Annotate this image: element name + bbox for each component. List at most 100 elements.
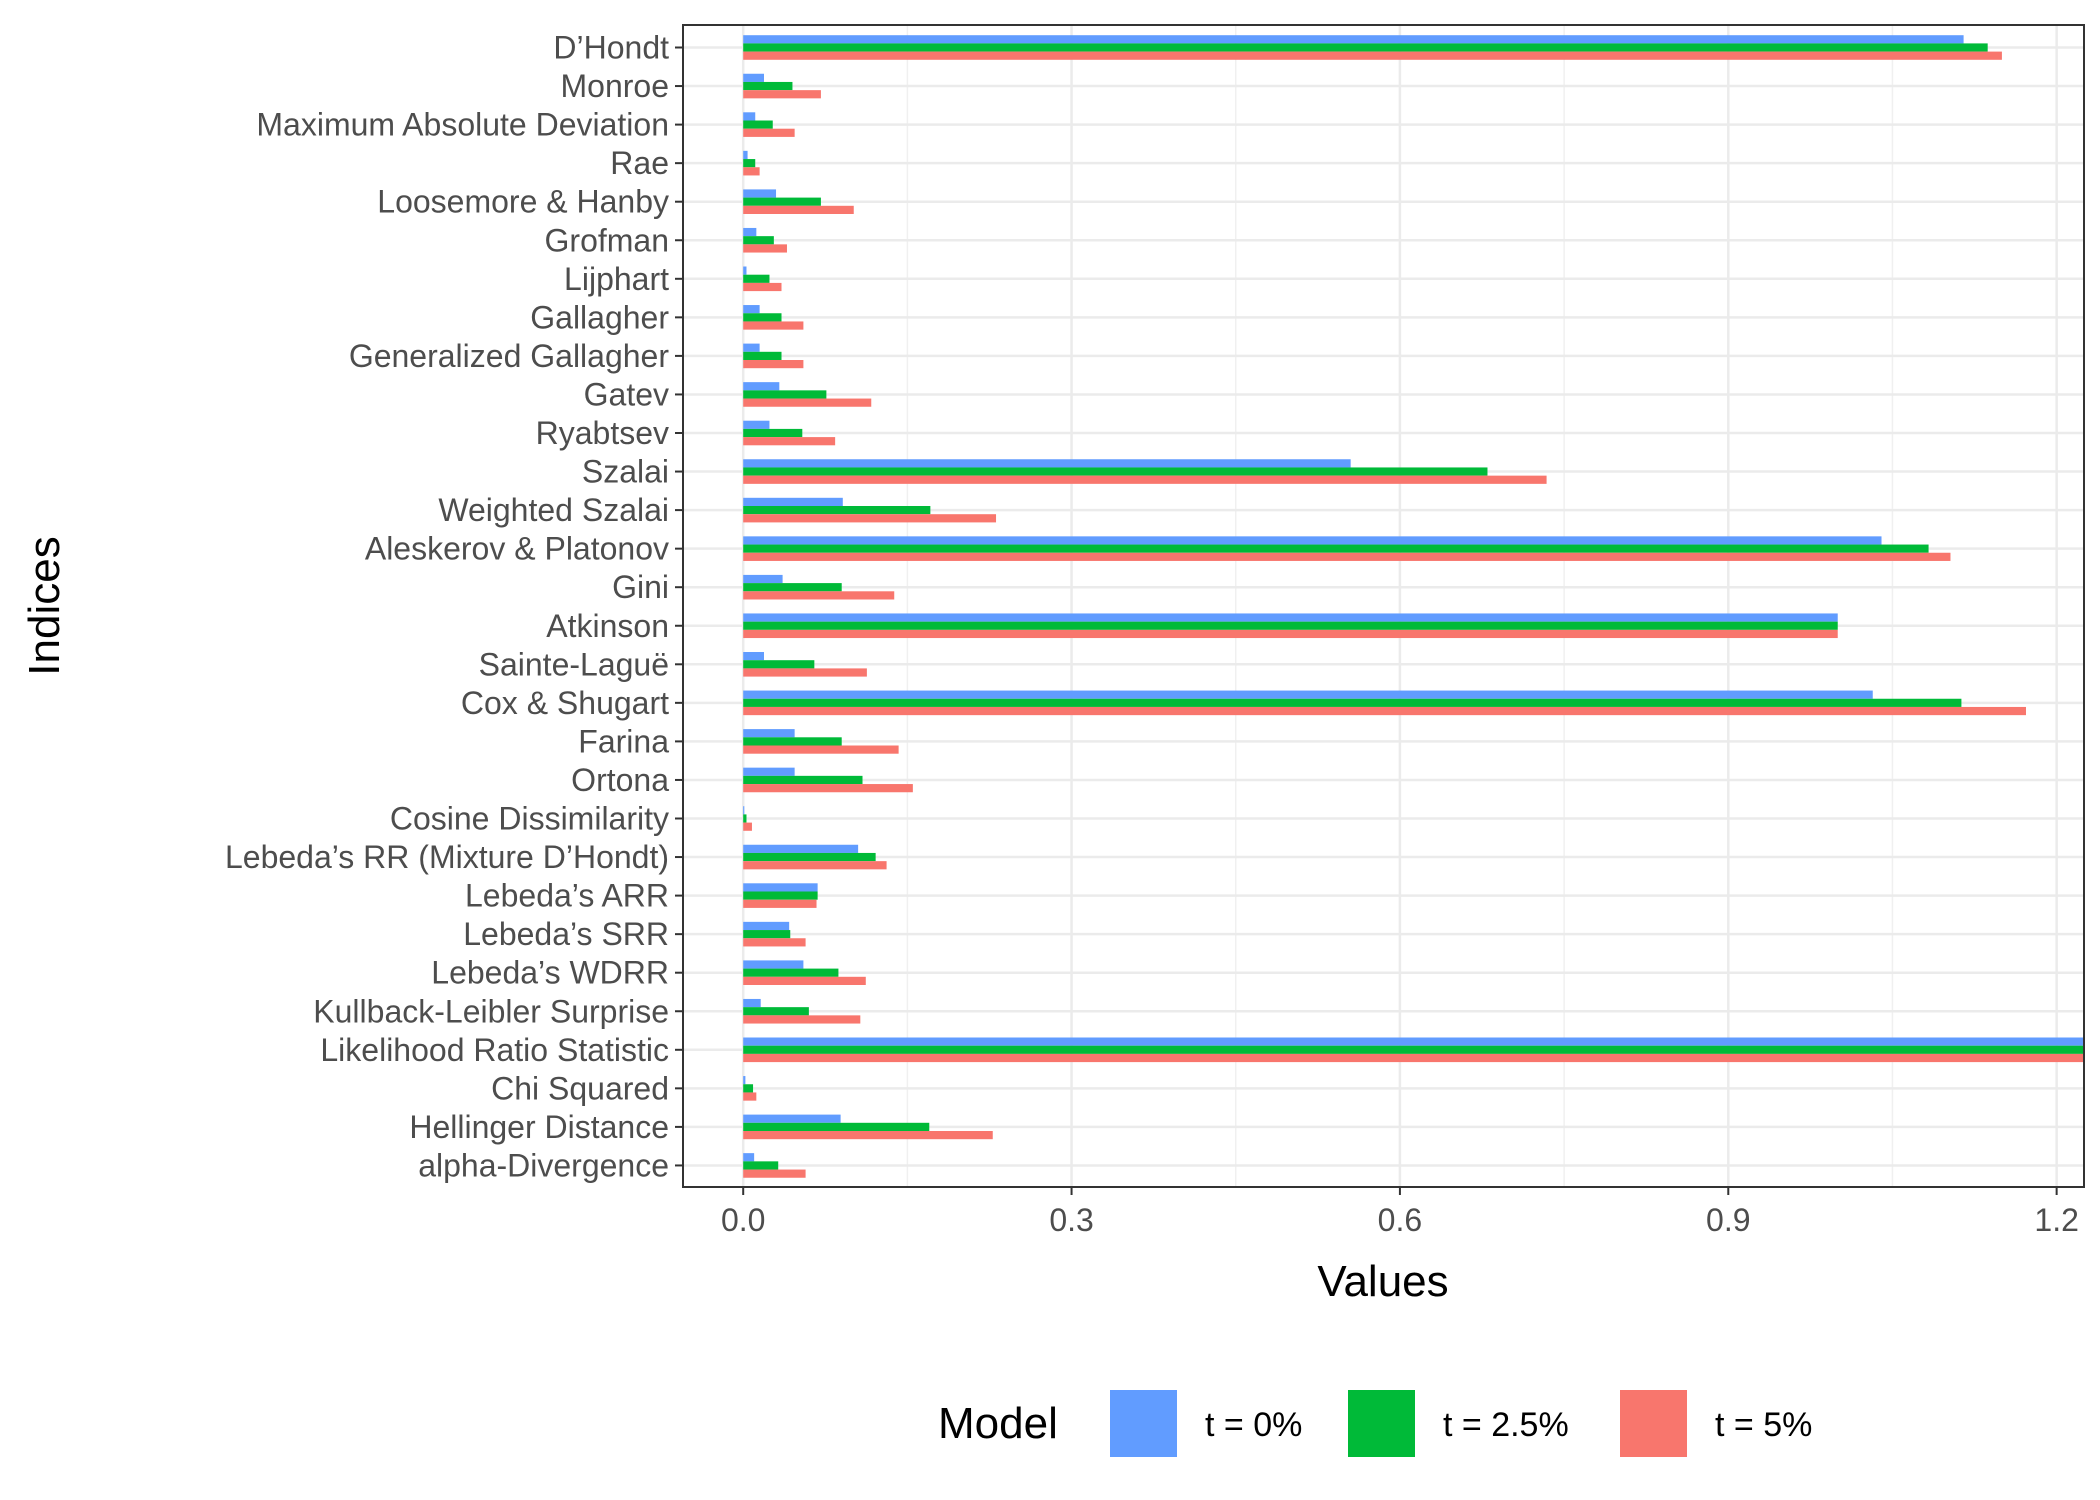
bar: [743, 976, 866, 985]
bar: [743, 1122, 930, 1131]
bar: [743, 128, 795, 137]
y-tick-label: Ryabtsev: [536, 415, 669, 451]
y-tick-label: Grofman: [545, 222, 669, 258]
bar: [743, 652, 764, 661]
bar: [743, 583, 842, 592]
x-tick-label: 0.6: [1378, 1202, 1422, 1238]
y-tick-label: Farina: [578, 723, 669, 759]
y-axis-title: Indices: [20, 536, 69, 675]
y-tick-label: Atkinson: [546, 608, 669, 644]
y-tick-label: Kullback-Leibler Surprise: [313, 993, 669, 1029]
bar: [743, 1131, 993, 1140]
bar: [743, 938, 806, 947]
bar: [743, 921, 790, 931]
bar: [743, 729, 795, 738]
bar: [743, 1045, 2084, 1054]
legend-label: t = 2.5%: [1443, 1406, 1569, 1444]
bar: [743, 1007, 809, 1016]
legend-key: [1110, 1390, 1177, 1457]
bar: [743, 1037, 2084, 1046]
bar: [743, 360, 804, 369]
bar: [743, 506, 931, 515]
y-tick-label: Loosemore & Hanby: [377, 184, 669, 220]
bar: [743, 467, 1488, 476]
bar: [743, 822, 752, 831]
y-tick-label: Rae: [610, 145, 669, 181]
bar: [743, 690, 1873, 699]
bar: [743, 668, 867, 677]
y-tick-label: Monroe: [561, 68, 670, 104]
bar: [743, 43, 1988, 52]
y-tick-label: Weighted Szalai: [438, 492, 669, 528]
bar: [743, 861, 887, 870]
bar: [743, 514, 997, 523]
bar: [743, 552, 1951, 561]
legend: Model t = 0% t = 2.5% t = 5%: [938, 1390, 1812, 1457]
bar: [743, 459, 1351, 468]
bar: [743, 960, 804, 969]
bar: [743, 159, 756, 168]
bar: [743, 737, 842, 746]
bar: [743, 852, 876, 862]
x-axis-title: Values: [1317, 1257, 1448, 1306]
bar: [743, 629, 1838, 639]
bar: [743, 883, 818, 892]
bar: [743, 930, 791, 939]
bar: [743, 120, 773, 129]
bar: [743, 1076, 746, 1085]
bar: [743, 428, 803, 438]
y-tick-label: Maximum Absolute Deviation: [256, 107, 669, 143]
bar: [743, 497, 843, 506]
bar: [743, 90, 821, 99]
y-tick-label: Generalized Gallagher: [349, 338, 670, 374]
bar: [743, 437, 836, 446]
legend-key: [1348, 1390, 1415, 1457]
legend-label: t = 0%: [1205, 1406, 1302, 1444]
bar: [743, 660, 815, 669]
bar: [743, 390, 827, 399]
y-tick-label: alpha-Divergence: [418, 1147, 669, 1183]
y-tick-label: Sainte-Laguë: [479, 646, 669, 682]
x-tick-label: 0.9: [1706, 1202, 1750, 1238]
y-tick-label: Gini: [612, 569, 669, 605]
y-tick-label: Hellinger Distance: [409, 1109, 669, 1145]
y-tick-label: Lebeda’s ARR: [465, 878, 669, 914]
bar: [743, 775, 863, 785]
bar: [743, 321, 804, 330]
y-tick-label: Aleskerov & Platonov: [365, 531, 669, 567]
bar: [743, 891, 818, 900]
bar: [743, 227, 757, 237]
bar: [743, 382, 780, 391]
bar: [743, 475, 1547, 484]
bar: [743, 1169, 806, 1178]
bar: [743, 205, 854, 214]
x-tick-label: 0.3: [1049, 1202, 1093, 1238]
bar: [743, 343, 760, 352]
y-tick-label: Likelihood Ratio Statistic: [320, 1032, 669, 1068]
bar: [743, 899, 817, 908]
bar: [743, 244, 787, 253]
bar: [743, 574, 783, 584]
bar: [743, 274, 770, 283]
bar: [743, 784, 913, 793]
bar: [743, 1092, 757, 1101]
bar: [743, 236, 774, 245]
y-tick-label: Gallagher: [530, 299, 669, 335]
bar: [743, 189, 777, 198]
bar: [743, 73, 764, 82]
y-tick-label: D’Hondt: [553, 30, 669, 66]
bar: [743, 420, 770, 429]
bar: [743, 998, 761, 1008]
bar: [743, 1084, 754, 1093]
bar: [743, 698, 1962, 707]
bar: [743, 81, 793, 91]
bar: [743, 282, 782, 292]
y-tick-label: Cosine Dissimilarity: [390, 801, 669, 837]
bar: [743, 1053, 2084, 1063]
bar: [743, 1153, 755, 1162]
minor-gridlines: [906, 25, 1894, 1187]
bar: [743, 613, 1838, 622]
y-tick-label: Lijphart: [564, 261, 669, 297]
